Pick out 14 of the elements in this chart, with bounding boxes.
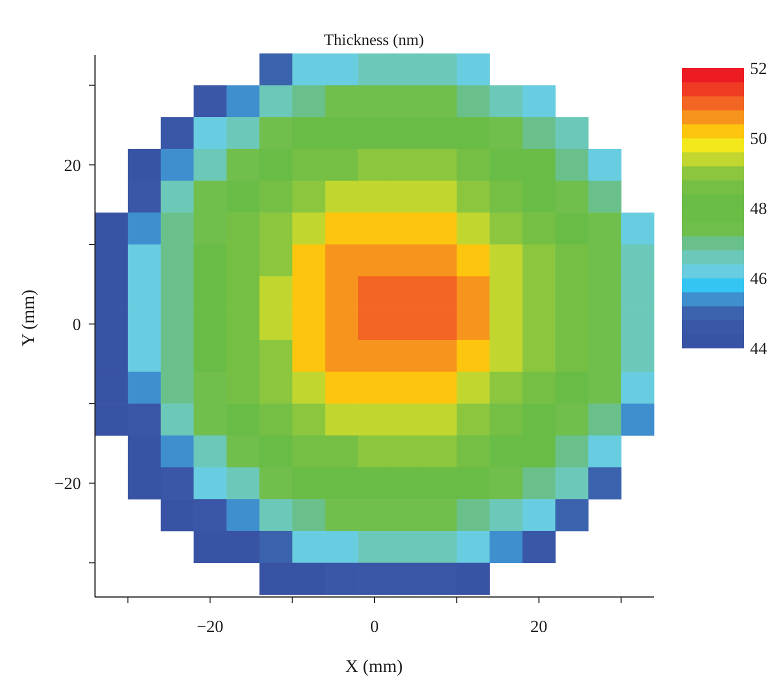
color-bar-label: 46 (750, 269, 767, 288)
x-axis-title: X (mm) (345, 656, 403, 676)
color-bar-label: 50 (750, 129, 767, 148)
color-bar-label: 44 (750, 339, 768, 358)
color-bar-label: 52 (750, 59, 767, 78)
y-axis-title: Y (mm) (18, 290, 38, 346)
y-tick-label: 0 (72, 315, 81, 334)
color-bar-label: 48 (750, 199, 767, 218)
y-tick-label: 20 (64, 156, 81, 175)
x-tick-label: 20 (530, 617, 548, 636)
x-tick-label: −20 (196, 617, 224, 636)
x-tick-label: 0 (370, 617, 379, 636)
chart-title: Thickness (nm) (324, 32, 424, 49)
y-tick-label: −20 (54, 474, 81, 494)
